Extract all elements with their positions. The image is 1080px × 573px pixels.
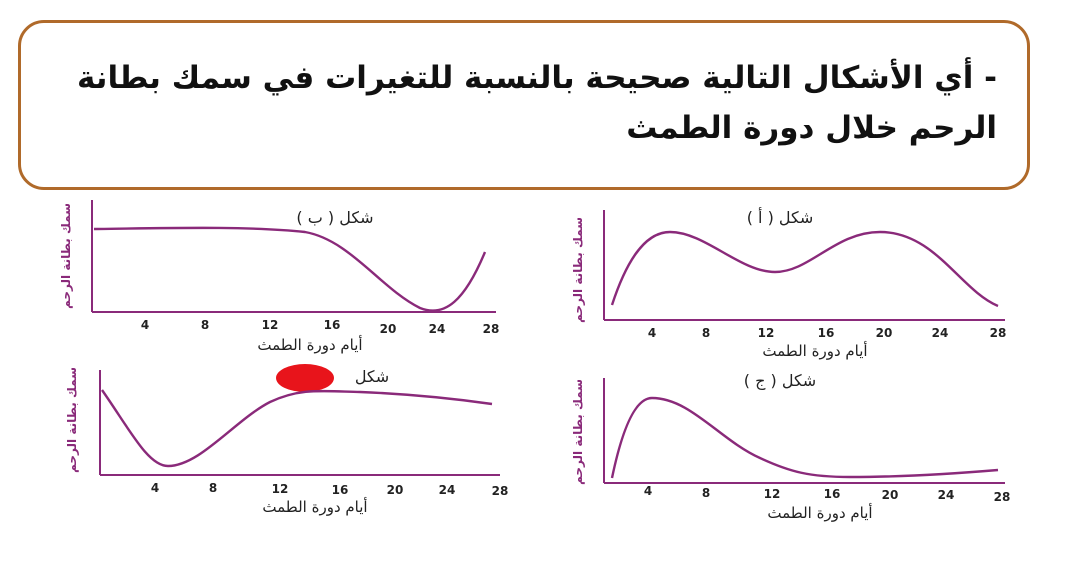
tick-label: 16 [324,318,341,332]
tick-label: 20 [876,326,893,340]
tick-label: 12 [262,318,279,332]
curve-line [93,226,487,312]
tick-label: 24 [938,488,955,502]
tick-label: 12 [764,487,781,501]
y-axis-label: سمك بطانة الرحم [65,367,79,473]
x-axis-label: أيام دورة الطمث [257,335,362,354]
x-axis-label: أيام دورة الطمث [262,497,367,516]
tick-label: 24 [439,483,456,497]
chart-title: شكل ( أ ) [747,207,814,227]
tick-label: 8 [209,481,217,495]
y-axis-label: سمك بطانة الرحم [571,217,585,323]
tick-label: 20 [380,322,397,336]
tick-label: 4 [141,318,149,332]
tick-label: 28 [492,484,509,498]
curve-line [101,389,493,468]
red-marker [276,364,334,392]
tick-label: 4 [644,484,652,498]
chart-shape-c: شكل ( ج ) سمك بطانة الرحم 4 8 12 16 20 2… [571,371,1010,522]
chart-title: شكل [355,367,389,386]
tick-label: 24 [429,322,446,336]
tick-label: 16 [332,483,349,497]
chart-title: شكل ( ج ) [744,371,816,391]
curve-line [610,396,999,479]
tick-label: 8 [702,486,710,500]
tick-label: 20 [387,483,404,497]
chart-title: شكل ( ب ) [296,208,373,227]
tick-label: 16 [818,326,835,340]
y-axis-label: سمك بطانة الرحم [571,379,585,485]
tick-label: 8 [702,326,710,340]
question-text: - أي الأشكال التالية صحيحة بالنسبة للتغي… [77,60,997,146]
tick-label: 8 [201,318,209,332]
x-axis-label: أيام دورة الطمث [762,341,867,360]
tick-label: 4 [648,326,656,340]
tick-label: 24 [932,326,949,340]
y-axis-label: سمك بطانة الرحم [59,203,73,309]
x-axis-label: أيام دورة الطمث [767,503,872,522]
chart-shape-d: شكل سمك بطانة الرحم 4 8 12 16 20 24 28 أ… [65,364,508,516]
tick-label: 28 [990,326,1007,340]
tick-label: 28 [483,322,500,336]
question-box: - أي الأشكال التالية صحيحة بالنسبة للتغي… [18,20,1030,190]
chart-shape-a: شكل ( أ ) سمك بطانة الرحم 4 8 12 16 20 2… [571,207,1006,360]
tick-label: 12 [272,482,289,496]
tick-label: 28 [994,490,1011,504]
tick-label: 12 [758,326,775,340]
tick-label: 16 [824,487,841,501]
chart-shape-b: شكل ( ب ) سمك بطانة الرحم 4 8 12 16 20 2… [59,200,499,354]
curve-line [610,230,999,308]
tick-label: 20 [882,488,899,502]
tick-label: 4 [151,481,159,495]
